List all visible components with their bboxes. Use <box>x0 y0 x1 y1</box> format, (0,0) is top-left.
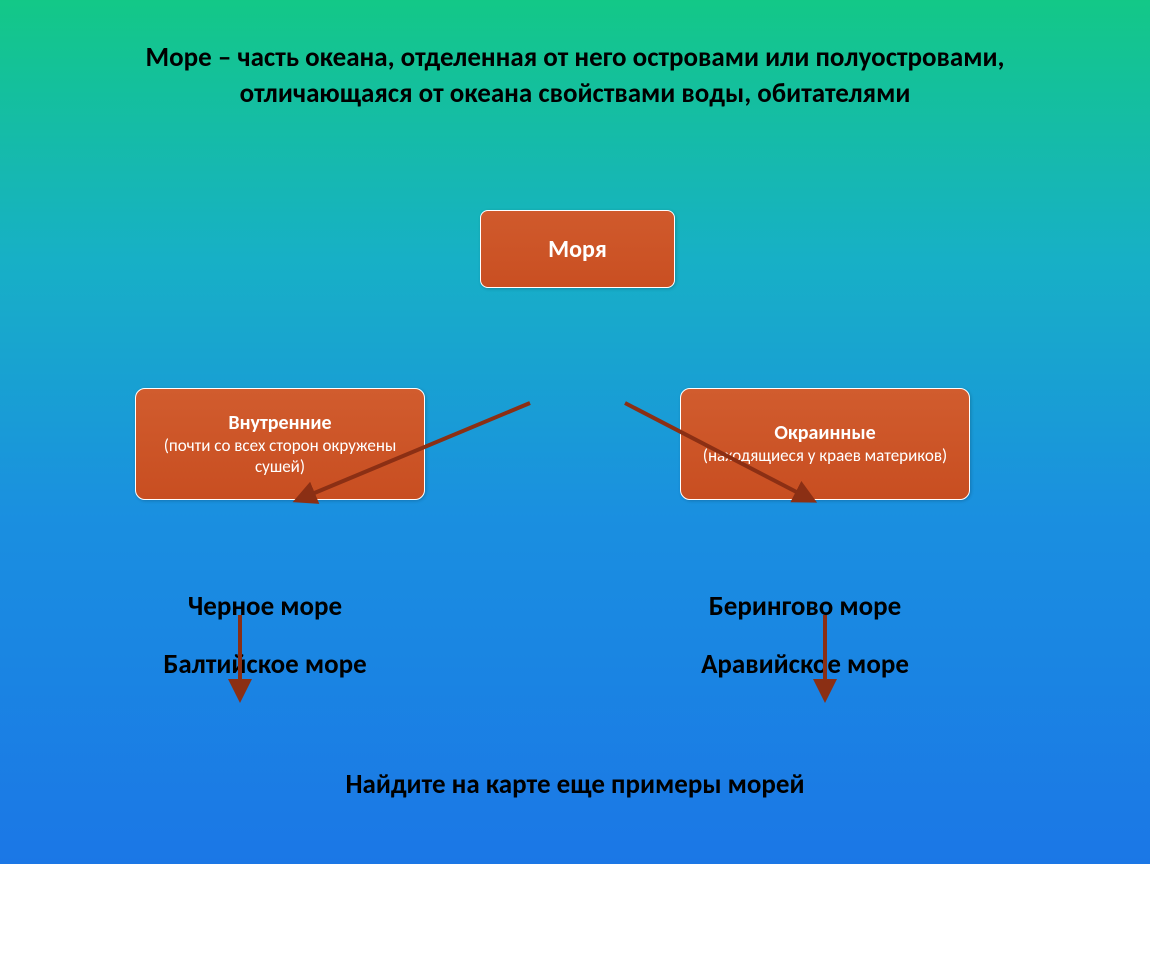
slide-heading: Море – часть океана, отделенная от него … <box>0 0 1150 113</box>
diagram-arrows <box>0 113 1150 977</box>
